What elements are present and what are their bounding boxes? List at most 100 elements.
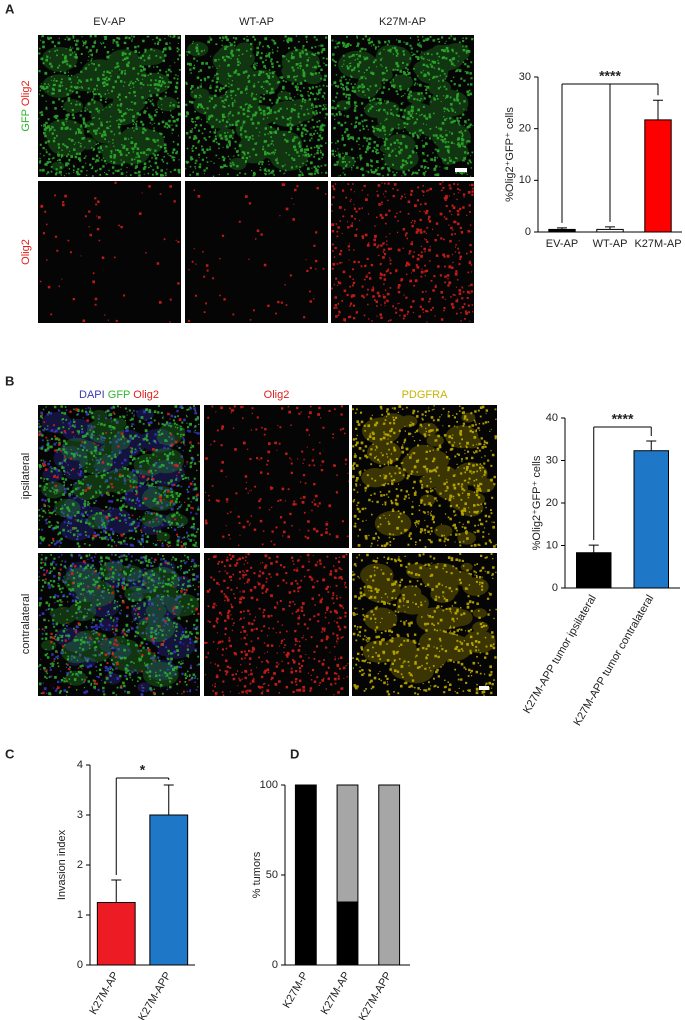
image-label: GFP Olig2	[20, 80, 32, 131]
image-label: PDGFRA	[402, 389, 449, 401]
y-tick-label: 20	[546, 497, 558, 509]
error-bar	[557, 227, 567, 230]
micrograph-signal	[41, 408, 185, 541]
x-tick-label: K27M-APP	[136, 970, 174, 1020]
y-tick-label: 1	[77, 909, 83, 921]
label-part: contralateral	[20, 594, 32, 655]
micrograph-signal	[38, 553, 200, 696]
micrograph-signal	[352, 405, 497, 548]
y-tick-label: 10	[546, 539, 558, 551]
micrograph-signal	[38, 405, 200, 548]
bar	[548, 228, 576, 233]
label-part: GFP	[20, 109, 32, 131]
micrograph-signal	[204, 553, 349, 696]
significance-bracket	[561, 83, 659, 223]
image-label: K27M-AP	[379, 16, 426, 28]
y-tick-label: 0	[525, 226, 531, 238]
bar	[336, 784, 359, 903]
micrograph	[331, 181, 474, 323]
y-tick-label: 3	[77, 809, 83, 821]
x-tick-label: EV-AP	[546, 238, 578, 250]
micrograph	[38, 181, 181, 323]
micrograph-signal	[42, 46, 178, 171]
micrograph-signal	[38, 35, 181, 177]
label-part: WT-AP	[239, 16, 274, 28]
y-tick-label: 100	[260, 779, 278, 791]
x-tick-label: K27M-AP	[87, 970, 121, 1017]
bar	[596, 228, 624, 233]
significance-label: ****	[599, 68, 621, 84]
label-part: Olig2	[20, 80, 32, 106]
x-tick-label: K27M-APP	[357, 970, 395, 1020]
micrograph-signal	[38, 553, 200, 696]
label-part: Olig2	[20, 239, 32, 265]
bar	[576, 552, 612, 589]
x-tick-label: K27M-AP	[634, 238, 681, 250]
significance-bracket	[593, 426, 652, 541]
significance-label: *	[140, 762, 146, 778]
x-tick-label: K27M-AP	[319, 970, 353, 1017]
bar	[149, 814, 189, 966]
bar	[633, 450, 669, 589]
label-part: GFP	[108, 389, 130, 401]
y-tick-label: 4	[77, 759, 83, 771]
panel-letter: B	[5, 373, 14, 388]
scale-bar	[455, 168, 467, 172]
image-label: EV-AP	[93, 16, 125, 28]
bar	[644, 119, 672, 233]
y-axis-label: Invasion index	[56, 829, 68, 900]
micrograph	[185, 35, 328, 177]
y-axis-label: %Olig2⁺GFP⁺ cells	[504, 107, 516, 202]
y-tick-label: 0	[552, 582, 558, 594]
y-axis-label: %Olig2⁺GFP⁺ cells	[531, 455, 543, 550]
bar	[378, 784, 401, 966]
label-part: Olig2	[133, 389, 159, 401]
y-tick-label: 30	[519, 71, 531, 83]
error-bar	[646, 440, 657, 451]
panel-letter: D	[290, 746, 299, 761]
panel-letter: A	[5, 1, 15, 16]
label-part: Olig2	[264, 389, 290, 401]
y-axis-label: % tumors	[251, 851, 263, 898]
micrograph	[185, 181, 328, 323]
y-tick-label: 0	[272, 959, 278, 971]
bar	[96, 902, 136, 966]
micrograph	[204, 405, 349, 548]
scale-bar	[479, 686, 489, 690]
image-label: Olig2	[20, 239, 32, 265]
image-label: contralateral	[20, 594, 32, 655]
x-tick-label: WT-AP	[593, 238, 628, 250]
y-tick-label: 40	[546, 412, 558, 424]
y-tick-label: 50	[266, 869, 278, 881]
error-bar	[588, 544, 599, 553]
bar	[336, 901, 359, 966]
bar	[294, 784, 317, 966]
y-tick-label: 20	[519, 123, 531, 135]
error-bar	[163, 784, 174, 815]
micrograph-signal	[41, 561, 200, 687]
label-part: PDGFRA	[402, 389, 449, 401]
significance-bracket	[115, 777, 170, 875]
image-label: ipsilateral	[20, 453, 32, 499]
label-part: EV-AP	[93, 16, 125, 28]
y-tick-label: 10	[519, 174, 531, 186]
micrograph	[331, 35, 474, 177]
y-tick-label: 0	[77, 959, 83, 971]
y-tick-label: 30	[546, 454, 558, 466]
micrograph-signal	[331, 35, 474, 177]
micrograph	[352, 405, 497, 548]
label-part: K27M-AP	[379, 16, 426, 28]
significance-label: ****	[612, 411, 634, 427]
y-tick-label: 2	[77, 859, 83, 871]
label-part: ipsilateral	[20, 453, 32, 499]
image-label: WT-AP	[239, 16, 274, 28]
x-tick-label: K27M-P	[281, 970, 311, 1010]
error-bar	[653, 99, 663, 120]
micrograph-signal	[331, 181, 474, 323]
panel-letter: C	[5, 746, 15, 761]
image-label: Olig2	[264, 389, 290, 401]
micrograph-signal	[41, 409, 189, 542]
error-bar	[605, 226, 615, 230]
error-bar	[111, 879, 122, 903]
